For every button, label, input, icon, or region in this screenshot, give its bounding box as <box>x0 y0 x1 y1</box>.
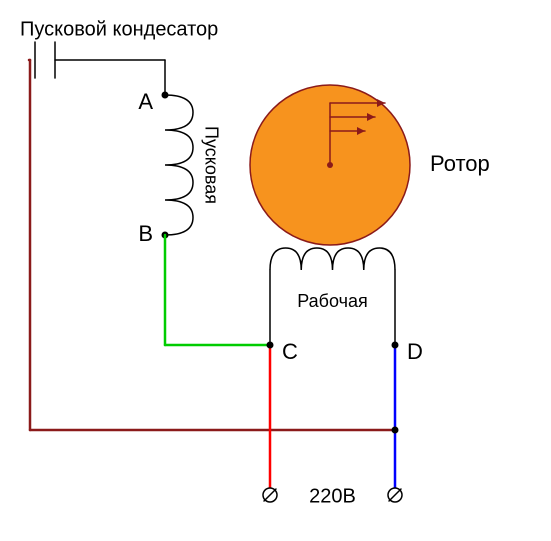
node-d-label: D <box>407 339 423 364</box>
title-label: Пусковой кондесатор <box>20 18 218 40</box>
start-winding-label: Пусковая <box>201 126 221 204</box>
run-winding-label: Рабочая <box>297 291 367 311</box>
node-a-label: A <box>138 89 153 114</box>
rotor-label: Ротор <box>430 151 490 176</box>
node-c-label: C <box>282 339 298 364</box>
supply-label: 220В <box>309 485 356 507</box>
node-b-label: B <box>138 221 153 246</box>
